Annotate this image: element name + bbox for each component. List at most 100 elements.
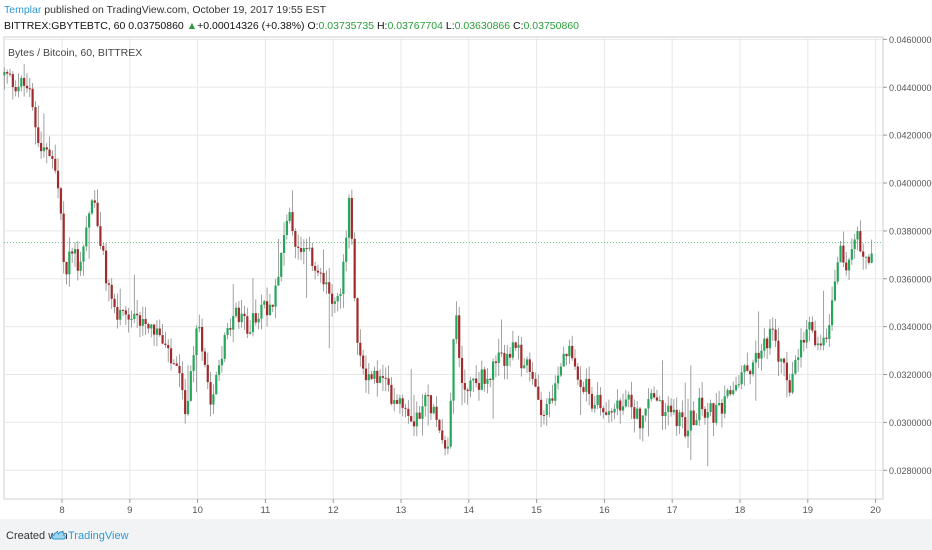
- candle: [240, 299, 243, 328]
- candle: [401, 394, 404, 417]
- candle-body: [395, 400, 399, 404]
- candle: [438, 418, 441, 433]
- candle-body: [472, 378, 475, 381]
- candle-body: [96, 202, 99, 227]
- candle: [819, 334, 822, 351]
- candle: [350, 189, 353, 245]
- candle: [483, 366, 486, 392]
- candle-body: [62, 213, 65, 262]
- candle: [364, 355, 368, 393]
- candle-body: [144, 318, 147, 324]
- candle-body: [455, 315, 458, 340]
- candle: [328, 268, 331, 349]
- candle-body: [254, 313, 257, 323]
- candle: [285, 214, 288, 240]
- candle: [517, 335, 520, 360]
- author-link[interactable]: Templar: [4, 4, 42, 16]
- candle: [664, 403, 667, 430]
- candle: [689, 365, 692, 461]
- candle: [302, 239, 305, 265]
- x-tick-label: 20: [870, 505, 881, 516]
- candle: [686, 398, 690, 449]
- candle: [636, 400, 639, 420]
- candle: [217, 359, 221, 382]
- candle-body: [421, 406, 424, 419]
- candle-body: [506, 353, 509, 366]
- tradingview-link[interactable]: TradingView: [68, 530, 129, 542]
- x-tick-label: 19: [803, 505, 814, 516]
- candle-body: [6, 71, 9, 74]
- candle-body: [774, 329, 777, 341]
- candle-body: [198, 327, 201, 329]
- candle-body: [432, 406, 435, 414]
- publish-header: Templar published on TradingView.com, Oc…: [4, 4, 326, 16]
- candle: [42, 113, 46, 158]
- candle-body: [124, 310, 127, 315]
- candle: [339, 288, 342, 309]
- candle-body: [655, 397, 659, 401]
- candle-body: [814, 330, 817, 346]
- candle-body: [695, 420, 698, 426]
- candle-body: [568, 345, 571, 357]
- candle-body: [209, 382, 212, 405]
- candle: [520, 336, 523, 377]
- candle: [102, 242, 105, 255]
- candle-body: [466, 389, 469, 392]
- candle: [585, 368, 588, 402]
- candle-body: [588, 378, 591, 394]
- last-price: 0.03750860: [128, 20, 184, 32]
- candle: [387, 365, 390, 392]
- candle: [62, 201, 65, 274]
- candle-body: [223, 335, 226, 359]
- candle-body: [658, 400, 661, 402]
- candle-body: [862, 251, 865, 257]
- candle-body: [737, 384, 740, 386]
- candle: [675, 397, 678, 436]
- candle-body: [381, 376, 385, 378]
- candle-body: [732, 390, 735, 395]
- candle-body: [630, 394, 633, 408]
- candle: [381, 364, 385, 391]
- candle-body: [220, 358, 223, 366]
- quote-bar: BITTREX:GBYTEBTC, 60 0.03750860 ▲+0.0001…: [4, 20, 579, 32]
- candle-body: [768, 328, 772, 349]
- tradingview-cloud-icon: [51, 531, 66, 540]
- candle: [51, 150, 54, 169]
- candle: [172, 359, 175, 365]
- candle-body: [500, 352, 503, 354]
- candle-body: [353, 238, 356, 299]
- candle-body: [3, 71, 6, 76]
- candle-body: [681, 412, 684, 418]
- candle: [427, 384, 430, 426]
- candle-body: [152, 324, 156, 335]
- candle: [412, 394, 416, 437]
- candle: [152, 323, 156, 346]
- candle: [347, 194, 351, 249]
- candle: [630, 381, 633, 419]
- candle: [96, 189, 99, 228]
- candle-body: [240, 313, 243, 323]
- candle-body: [624, 399, 627, 407]
- candle-body: [856, 231, 859, 240]
- candle-body: [322, 272, 325, 285]
- candle-body: [503, 353, 506, 366]
- candle: [107, 279, 110, 302]
- candle-body: [121, 309, 125, 311]
- candlestick-chart[interactable]: 0.04600000 0.04400000 0.04200000 0.04000000…: [0, 0, 932, 519]
- x-tick-label: 10: [192, 505, 203, 516]
- candle: [175, 356, 178, 366]
- candle-body: [517, 344, 520, 348]
- candle-body: [249, 332, 252, 334]
- candle-body: [864, 256, 868, 258]
- candle: [373, 366, 376, 385]
- candle-body: [45, 147, 48, 150]
- candle-body: [641, 415, 644, 429]
- low-value: 0.03630866: [454, 20, 511, 32]
- candle: [480, 360, 483, 391]
- candle-body: [438, 419, 441, 431]
- y-tick-label: 0.03200000: [889, 370, 932, 380]
- candle-body: [757, 352, 760, 359]
- candle-body: [828, 325, 831, 339]
- candle-body: [268, 304, 272, 316]
- candle: [568, 339, 571, 365]
